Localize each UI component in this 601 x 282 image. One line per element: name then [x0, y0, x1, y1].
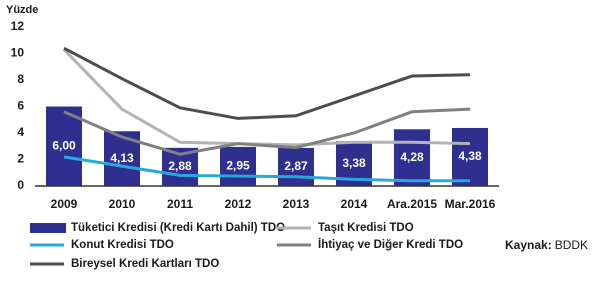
y-tick-label: 2	[17, 152, 24, 166]
bar	[220, 146, 256, 186]
value-label: 4,13	[110, 151, 134, 165]
y-tick-label: 10	[11, 46, 25, 60]
y-tick-label: 6	[17, 99, 24, 113]
legend-label: Konut Kredisi TDO	[71, 239, 174, 251]
legend-label: Bireysel Kredi Kartları TDO	[71, 258, 219, 270]
value-label: 4,38	[458, 149, 482, 163]
x-tick-label: 2011	[167, 197, 193, 211]
bar	[278, 147, 314, 186]
value-label: 6,00	[52, 138, 76, 152]
value-label: 2,88	[168, 159, 192, 173]
source: Kaynak: BDDK	[505, 238, 588, 252]
x-tick-label: 2009	[51, 197, 78, 211]
x-tick-label: 2013	[283, 197, 310, 211]
source-label: Kaynak:	[505, 238, 552, 252]
y-tick-label: 0	[17, 178, 24, 192]
value-label: 3,38	[342, 156, 366, 170]
legend-swatch	[30, 223, 66, 233]
legend-label: İhtiyaç ve Diğer Kredi TDO	[318, 238, 463, 251]
bar	[46, 106, 82, 186]
x-tick-label: Ara.2015	[387, 197, 437, 211]
y-tick-label: 12	[11, 19, 25, 33]
bar	[394, 129, 430, 186]
legend-label: Tüketici Kredisi (Kredi Kartı Dahil) TDO	[71, 222, 285, 234]
source-text: BDDK	[555, 238, 588, 252]
y-axis-label: Yüzde	[6, 4, 38, 16]
value-label: 2,95	[226, 159, 250, 173]
x-tick-label: Mar.2016	[445, 197, 496, 211]
value-label: 2,87	[284, 159, 308, 173]
y-tick-label: 4	[17, 125, 24, 139]
x-tick-label: 2014	[341, 197, 368, 211]
line	[63, 107, 471, 156]
bar	[452, 127, 488, 186]
line	[63, 155, 470, 183]
x-tick-label: 2012	[225, 197, 252, 211]
line	[63, 46, 471, 120]
value-label: 4,28	[400, 150, 424, 164]
y-tick-label: 8	[17, 72, 24, 86]
legend-label: Taşıt Kredisi TDO	[318, 222, 414, 234]
x-tick-label: 2010	[109, 197, 136, 211]
